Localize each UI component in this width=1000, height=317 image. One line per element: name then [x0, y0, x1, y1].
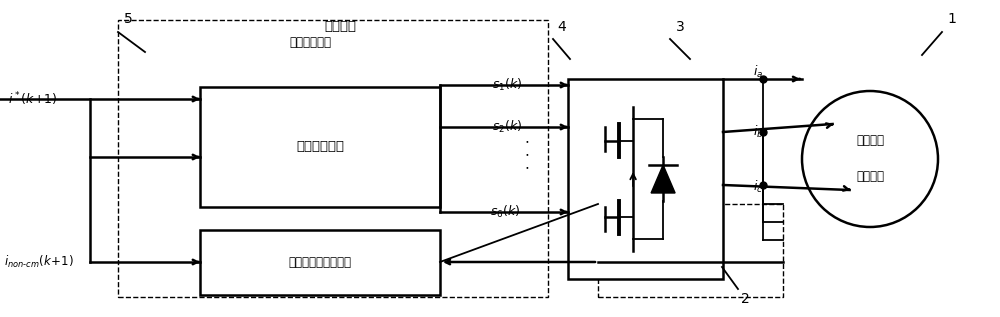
Text: 5: 5	[124, 12, 132, 26]
Text: 模型预测控制: 模型预测控制	[289, 36, 331, 49]
Text: $\cdot$: $\cdot$	[524, 159, 530, 174]
Bar	[598, 204, 783, 297]
Text: $\cdot$: $\cdot$	[524, 133, 530, 148]
Text: $i_a$: $i_a$	[753, 64, 763, 80]
Text: $i_{non\text{-}cm}(k\!+\!1)$: $i_{non\text{-}cm}(k\!+\!1)$	[4, 254, 74, 270]
Text: 4: 4	[558, 20, 566, 34]
Text: $i^*(k\!+\!1)$: $i^*(k\!+\!1)$	[8, 90, 58, 108]
Text: 直流电机: 直流电机	[856, 171, 884, 184]
Text: 3: 3	[676, 20, 684, 34]
Bar	[200, 87, 440, 207]
Bar	[200, 230, 440, 295]
Text: 永磁无刷: 永磁无刷	[856, 134, 884, 147]
Text: 最小价值函数: 最小价值函数	[296, 140, 344, 153]
Polygon shape	[651, 165, 675, 193]
Text: $s_1(k)$: $s_1(k)$	[492, 77, 522, 93]
Text: 1: 1	[948, 12, 956, 26]
Bar	[118, 20, 548, 297]
Text: $s_6(k)$: $s_6(k)$	[490, 204, 520, 220]
Text: 2: 2	[741, 292, 749, 306]
Bar	[568, 79, 723, 279]
Text: $i_b$: $i_b$	[753, 124, 764, 140]
Text: $\cdot$: $\cdot$	[524, 146, 530, 161]
Text: $i_c$: $i_c$	[753, 179, 763, 195]
Text: 有限状态: 有限状态	[324, 20, 356, 33]
Text: 非换相电流预测模型: 非换相电流预测模型	[288, 256, 352, 269]
Text: $s_2(k)$: $s_2(k)$	[492, 119, 522, 135]
